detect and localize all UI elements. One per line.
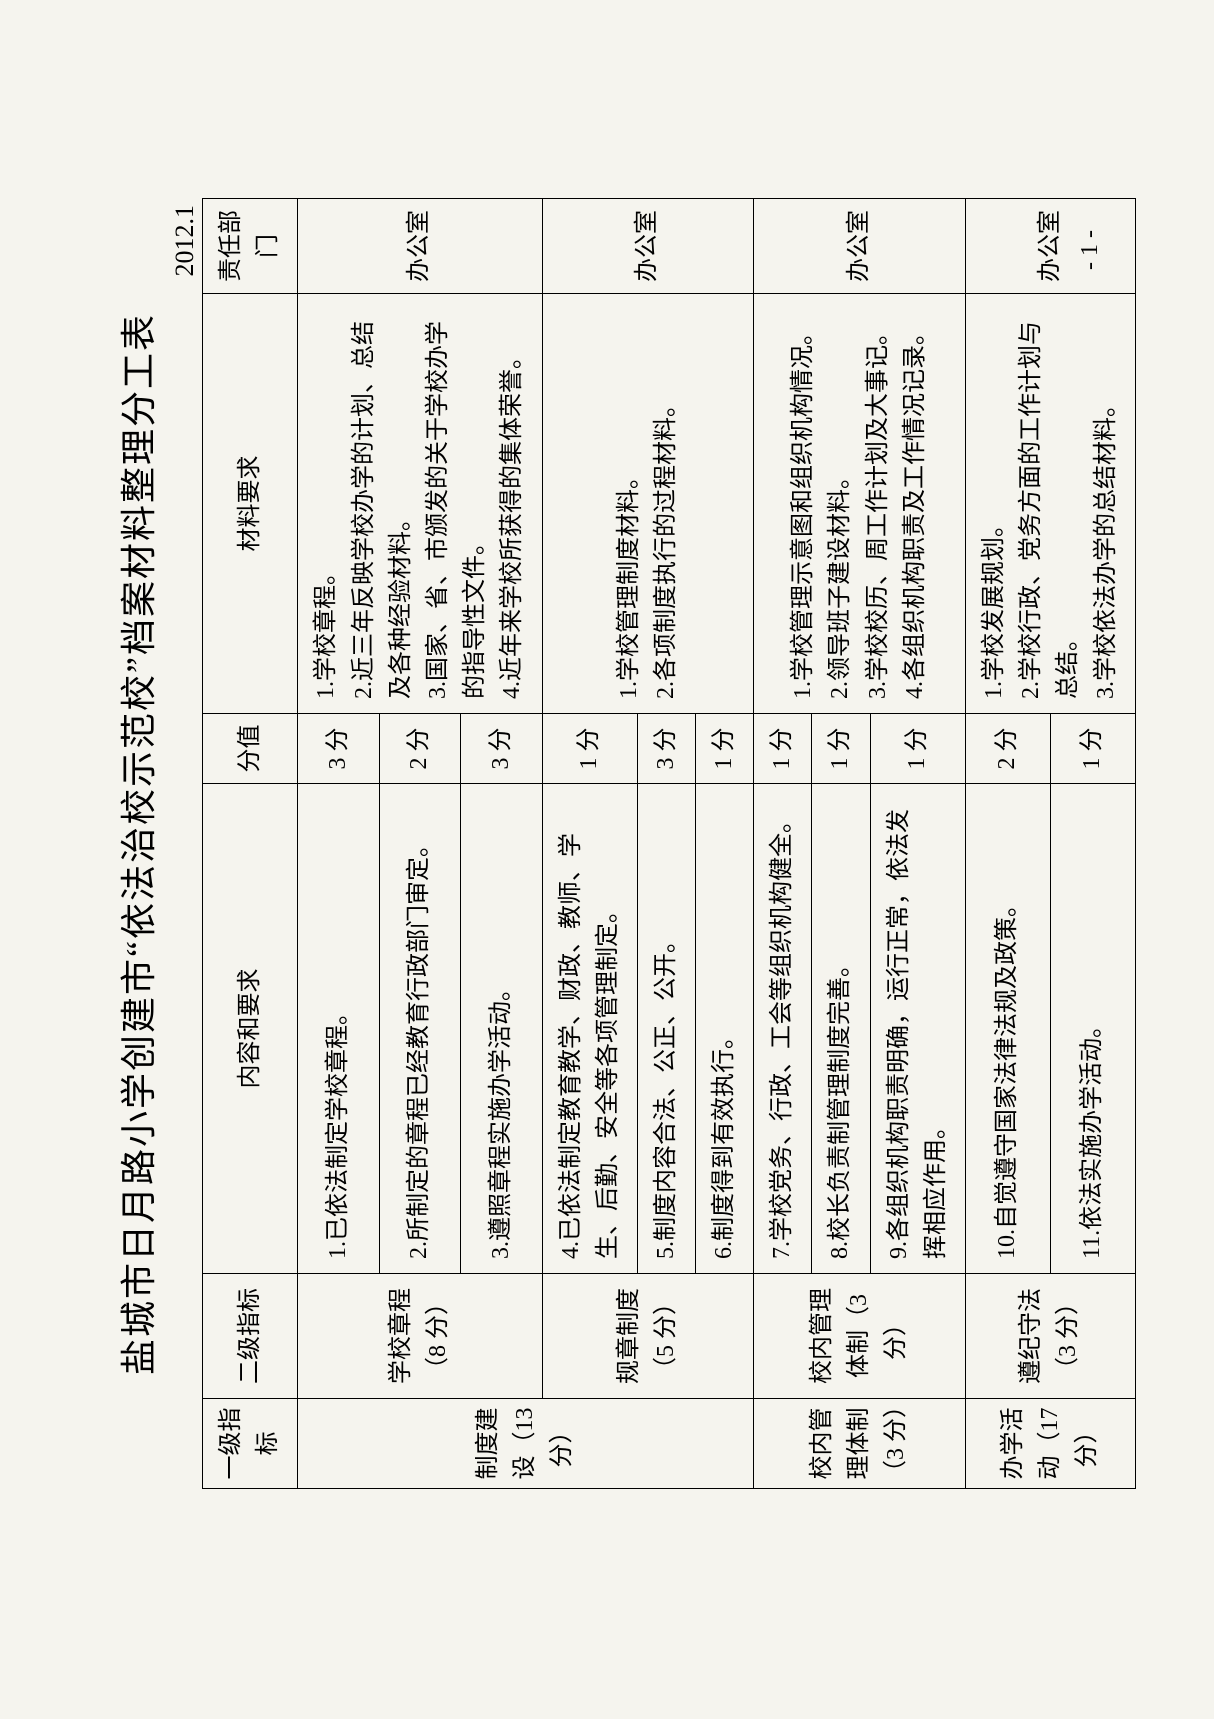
col-level1: 一级指标 [203, 1399, 298, 1489]
cell-score: 2 分 [966, 714, 1051, 784]
cell-level2: 遵纪守法（3 分） [966, 1274, 1136, 1399]
page-number: - 1 - [1077, 230, 1104, 270]
landscape-content: 盐城市日月路小学创建市“依法治校示范校”档案材料整理分工表 2012.1 一级指… [0, 0, 1214, 1719]
cell-requirement: 10.自觉遵守国家法律法规及政策。 [966, 784, 1051, 1274]
cell-requirement: 8.校长负责制管理制度完善。 [812, 784, 870, 1274]
cell-materials: 1.学校章程。 2.近三年反映学校办学的计划、总结及各种经验材料。 3.国家、省… [298, 294, 542, 714]
cell-requirement: 5.制度内容合法、公正、公开。 [637, 784, 695, 1274]
document-date: 2012.1 [170, 199, 200, 1489]
assignment-table: 一级指标 二级指标 内容和要求 分值 材料要求 责任部门 制度建设（13 分）学… [202, 198, 1136, 1489]
table-header-row: 一级指标 二级指标 内容和要求 分值 材料要求 责任部门 [203, 199, 298, 1489]
cell-score: 2 分 [379, 714, 460, 784]
table-body: 制度建设（13 分）学校章程（8 分）1.已依法制定学校章程。3 分1.学校章程… [298, 199, 1135, 1489]
cell-score: 1 分 [754, 714, 812, 784]
cell-requirement: 6.制度得到有效执行。 [696, 784, 754, 1274]
cell-level2: 学校章程（8 分） [298, 1274, 542, 1399]
cell-requirement: 2.所制定的章程已经教育行政部门审定。 [379, 784, 460, 1274]
cell-level2: 校内管理体制（3 分） [754, 1274, 966, 1399]
col-department: 责任部门 [203, 199, 298, 294]
col-score: 分值 [203, 714, 298, 784]
cell-department: 办公室 [966, 199, 1136, 294]
cell-requirement: 4.已依法制定教育教学、财政、教师、学生、后勤、安全等各项管理制定。 [542, 784, 637, 1274]
scanned-page: 盐城市日月路小学创建市“依法治校示范校”档案材料整理分工表 2012.1 一级指… [0, 0, 1214, 1719]
col-materials: 材料要求 [203, 294, 298, 714]
cell-score: 1 分 [696, 714, 754, 784]
cell-department: 办公室 [298, 199, 542, 294]
cell-level1: 校内管理体制（3 分） [754, 1399, 966, 1489]
cell-materials: 1.学校发展规划。 2.学校行政、党务方面的工作计划与总结。 3.学校依法办学的… [966, 294, 1136, 714]
col-requirement: 内容和要求 [203, 784, 298, 1274]
cell-requirement: 7.学校党务、行政、工会等组织机构健全。 [754, 784, 812, 1274]
cell-score: 1 分 [870, 714, 965, 784]
col-level2: 二级指标 [203, 1274, 298, 1399]
document-title: 盐城市日月路小学创建市“依法治校示范校”档案材料整理分工表 [110, 199, 162, 1489]
cell-score: 3 分 [461, 714, 542, 784]
cell-materials: 1.学校管理示意图和组织机构情况。 2.领导班子建设材料。 3.学校校历、周工作… [754, 294, 966, 714]
table-row: 制度建设（13 分）学校章程（8 分）1.已依法制定学校章程。3 分1.学校章程… [298, 199, 379, 1489]
cell-department: 办公室 [542, 199, 754, 294]
cell-level1: 办学活动（17 分） [966, 1399, 1136, 1489]
table-row: 规章制度（5 分）4.已依法制定教育教学、财政、教师、学生、后勤、安全等各项管理… [542, 199, 637, 1489]
cell-requirement: 1.已依法制定学校章程。 [298, 784, 379, 1274]
cell-score: 1 分 [812, 714, 870, 784]
sheet: 盐城市日月路小学创建市“依法治校示范校”档案材料整理分工表 2012.1 一级指… [110, 199, 1136, 1489]
cell-score: 1 分 [542, 714, 637, 784]
table-row: 办学活动（17 分）遵纪守法（3 分）10.自觉遵守国家法律法规及政策。2 分1… [966, 199, 1051, 1489]
cell-requirement: 11.依法实施办学活动。 [1050, 784, 1135, 1274]
cell-requirement: 9.各组织机构职责明确，运行正常，依法发挥相应作用。 [870, 784, 965, 1274]
cell-department: 办公室 [754, 199, 966, 294]
cell-score: 3 分 [298, 714, 379, 784]
cell-level1: 制度建设（13 分） [298, 1399, 754, 1489]
cell-materials: 1.学校管理制度材料。 2.各项制度执行的过程材料。 [542, 294, 754, 714]
cell-requirement: 3.遵照章程实施办学活动。 [461, 784, 542, 1274]
cell-score: 1 分 [1050, 714, 1135, 784]
table-row: 校内管理体制（3 分）校内管理体制（3 分）7.学校党务、行政、工会等组织机构健… [754, 199, 812, 1489]
cell-score: 3 分 [637, 714, 695, 784]
cell-level2: 规章制度（5 分） [542, 1274, 754, 1399]
